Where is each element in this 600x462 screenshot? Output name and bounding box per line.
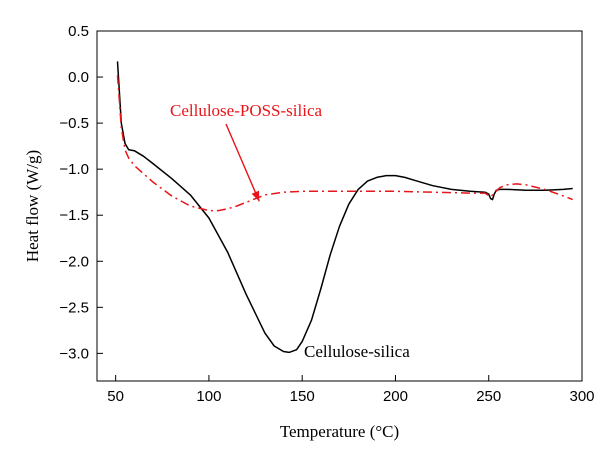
y-tick-label: −3.0 (59, 345, 89, 362)
y-tick-label: −2.5 (59, 299, 89, 316)
y-tick-label: 0.5 (68, 23, 89, 40)
x-tick-label: 200 (383, 388, 408, 405)
annotation-cellulose-poss-silica: Cellulose-POSS-silica (170, 101, 323, 120)
series-layer (116, 61, 573, 354)
x-tick-label: 100 (196, 388, 221, 405)
x-tick-label: 150 (290, 388, 315, 405)
plot-frame (96, 30, 583, 382)
y-tick-label: −2.0 (59, 253, 89, 270)
y-tick-label: −1.5 (59, 207, 89, 224)
x-tick-label: 50 (107, 388, 124, 405)
x-axis-title: Temperature (°C) (280, 422, 399, 441)
ticks-layer: 50 100 150 200 250 300 0.5 0.0 −0.5 −1.0 −1.5 −2.0 −… (59, 23, 594, 405)
annotation-arrowhead (251, 190, 260, 202)
series-line-cellulose-silica (116, 61, 573, 354)
annotation-arrow (225, 123, 260, 202)
annotation-cellulose-silica: Cellulose-silica (304, 342, 410, 361)
y-tick-label: −0.5 (59, 115, 89, 132)
x-tick-label: 300 (569, 388, 594, 405)
x-tick-label: 250 (476, 388, 501, 405)
y-tick-label: 0.0 (68, 69, 89, 86)
y-axis-title: Heat flow (W/g) (23, 150, 42, 262)
y-tick-label: −1.0 (59, 161, 89, 178)
